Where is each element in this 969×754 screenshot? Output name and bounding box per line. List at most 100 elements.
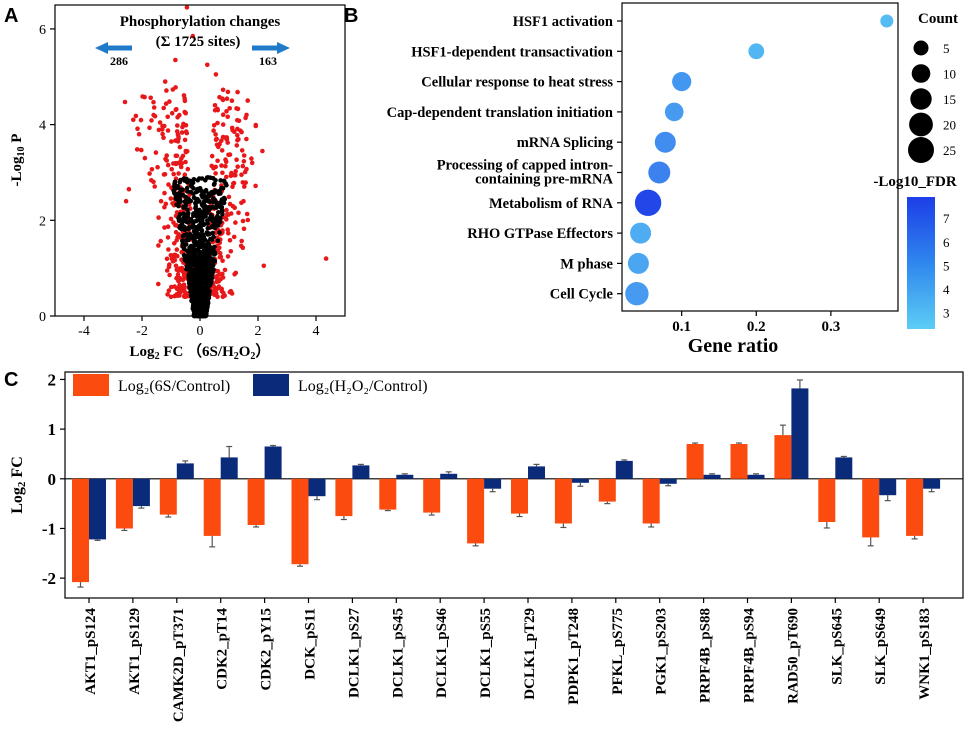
volcano-point-significant — [182, 292, 188, 298]
volcano-point-nonsignificant — [224, 182, 229, 188]
bar-6s — [554, 478, 572, 524]
volcano-point-significant — [227, 106, 232, 111]
volcano-point-significant — [166, 182, 171, 187]
volcano-point-significant — [239, 129, 244, 135]
volcano-point-nonsignificant — [181, 242, 186, 248]
volcano-point-significant — [123, 198, 129, 204]
volcano-point-significant — [236, 118, 242, 124]
volcano-point-significant — [220, 170, 225, 176]
volcano-point-nonsignificant — [183, 212, 188, 218]
volcano-point-significant — [230, 184, 235, 190]
volcano-point-significant — [235, 133, 240, 138]
volcano-point-nonsignificant — [199, 293, 205, 299]
volcano-point-nonsignificant — [208, 267, 213, 272]
volcano-point-significant — [213, 72, 219, 77]
count-legend-title: Count — [918, 11, 958, 27]
volcano-point-nonsignificant — [217, 230, 222, 235]
volcano-point-nonsignificant — [185, 189, 190, 194]
volcano-point-significant — [229, 291, 235, 296]
volcano-point-significant — [156, 215, 161, 220]
volcano-y-tick-label: 4 — [39, 119, 46, 134]
bar-h2o2 — [747, 474, 765, 479]
volcano-point-significant — [228, 211, 234, 216]
bar-h2o2 — [659, 478, 677, 484]
volcano-point-significant — [170, 259, 176, 264]
bar-h2o2 — [352, 465, 370, 479]
legend-swatch-h2o2 — [253, 374, 289, 396]
count-legend-dot — [908, 137, 934, 163]
volcano-point-significant — [190, 33, 196, 39]
bar-h2o2 — [176, 463, 194, 479]
volcano-point-significant — [173, 263, 179, 269]
volcano-point-significant — [176, 171, 181, 176]
volcano-point-nonsignificant — [205, 287, 211, 293]
volcano-point-significant — [225, 114, 230, 120]
volcano-point-significant — [162, 123, 167, 129]
volcano-point-nonsignificant — [220, 212, 225, 217]
volcano-point-significant — [233, 169, 238, 174]
volcano-point-significant — [134, 147, 140, 152]
volcano-point-significant — [183, 129, 189, 134]
volcano-point-nonsignificant — [177, 215, 182, 221]
volcano-point-significant — [176, 268, 181, 273]
dotplot-x-label: Gene ratio — [688, 335, 779, 357]
bar-category-labels: AKT1_pS124 AKT1_pS129 CAMK2D_pT371 CDK2_pT1… — [83, 598, 933, 722]
volcano-point-significant — [155, 164, 160, 170]
bar-category-label: DCLK1_pS45 — [390, 608, 406, 698]
volcano-point-significant — [153, 150, 159, 155]
volcano-point-significant — [168, 196, 174, 201]
volcano-point-significant — [178, 164, 184, 170]
volcano-point-significant — [219, 148, 225, 153]
volcano-point-nonsignificant — [203, 311, 208, 317]
bar-h2o2 — [879, 478, 897, 496]
volcano-point-significant — [243, 180, 248, 185]
down-arrow-head — [95, 42, 108, 54]
volcano-point-significant — [244, 112, 249, 118]
volcano-point-nonsignificant — [209, 213, 214, 218]
volcano-point-significant — [215, 294, 220, 300]
volcano-y-ticks: 0 2 4 6 — [39, 23, 55, 325]
volcano-point-significant — [233, 270, 239, 276]
volcano-point-significant — [164, 158, 169, 163]
volcano-point-significant — [235, 126, 240, 132]
volcano-point-significant — [161, 135, 166, 140]
volcano-point-significant — [164, 88, 169, 93]
volcano-point-significant — [212, 108, 218, 113]
dotplot-category-label: Cellular response to heat stress — [421, 75, 613, 91]
volcano-point-significant — [176, 285, 181, 291]
volcano-point-significant — [220, 112, 226, 117]
volcano-point-nonsignificant — [178, 177, 183, 183]
volcano-point-significant — [163, 101, 169, 106]
bar-category-label: CDK2_pY15 — [259, 608, 275, 691]
volcano-point-nonsignificant — [202, 237, 208, 243]
dotplot-points — [625, 14, 894, 306]
volcano-point-significant — [220, 294, 226, 300]
volcano-point-nonsignificant — [177, 212, 183, 217]
volcano-point-significant — [161, 105, 166, 111]
volcano-point-significant — [215, 158, 220, 164]
volcano-point-significant — [249, 156, 254, 161]
volcano-point-nonsignificant — [172, 179, 178, 185]
bar-h2o2 — [835, 457, 853, 479]
volcano-point-nonsignificant — [200, 213, 205, 219]
volcano-point-significant — [156, 281, 161, 287]
panel-a-letter: A — [4, 5, 18, 27]
volcano-point-significant — [226, 230, 231, 236]
bar-category-label: CDK2_pT14 — [215, 608, 231, 690]
volcano-point-significant — [225, 89, 231, 95]
count-legend-label: 15 — [943, 92, 956, 107]
volcano-point-significant — [179, 161, 185, 166]
volcano-point-significant — [149, 118, 154, 123]
volcano-point-nonsignificant — [196, 241, 201, 247]
volcano-point-significant — [211, 166, 216, 171]
volcano-point-nonsignificant — [191, 211, 196, 216]
volcano-point-nonsignificant — [213, 188, 218, 193]
volcano-point-nonsignificant — [191, 260, 196, 266]
volcano-point-significant — [122, 99, 128, 105]
bar-y-label: Log2 FC — [9, 456, 28, 514]
volcano-point-significant — [177, 144, 183, 150]
volcano-point-nonsignificant — [196, 310, 202, 315]
volcano-point-nonsignificant — [199, 176, 205, 181]
volcano-point-significant — [323, 256, 329, 261]
volcano-point-significant — [235, 89, 240, 95]
